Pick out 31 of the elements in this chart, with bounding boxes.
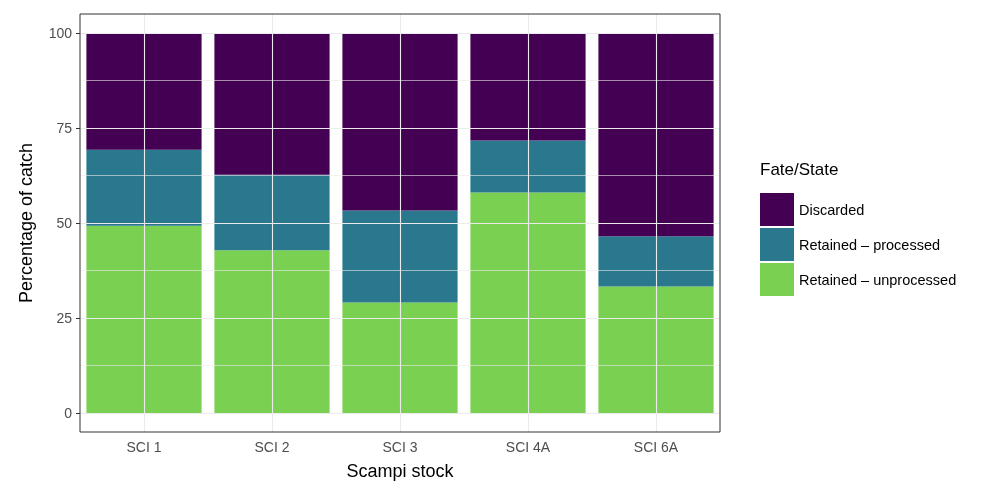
bar	[86, 225, 202, 413]
x-axis-title: Scampi stock	[346, 461, 455, 481]
y-tick-label: 75	[56, 120, 73, 136]
bar	[598, 286, 714, 413]
x-tick-label: SCI 4A	[505, 439, 551, 455]
bar	[214, 250, 330, 413]
bar	[470, 192, 586, 413]
bar	[342, 302, 458, 413]
x-tick-label: SCI 6A	[633, 439, 679, 455]
y-tick-label: 50	[56, 215, 73, 231]
bar	[470, 140, 586, 193]
bar	[598, 236, 714, 287]
y-tick-label: 0	[64, 405, 73, 421]
legend-label: Retained – unprocessed	[799, 271, 957, 288]
y-axis-title: Percentage of catch	[16, 142, 36, 304]
bar	[470, 33, 586, 141]
bar	[342, 33, 458, 211]
x-tick-label: SCI 1	[126, 439, 162, 455]
bar	[214, 33, 330, 175]
bar	[214, 174, 330, 251]
y-tick-label: 25	[56, 310, 73, 326]
x-tick-label: SCI 2	[254, 439, 290, 455]
x-tick-label: SCI 3	[382, 439, 418, 455]
legend-label: Discarded	[799, 201, 865, 218]
legend-title: Fate/State	[760, 160, 839, 179]
bar	[598, 33, 714, 237]
bar	[86, 149, 202, 226]
bar	[342, 210, 458, 303]
bar	[86, 33, 202, 150]
y-tick-label: 100	[48, 25, 73, 41]
legend-label: Retained – processed	[799, 236, 941, 253]
